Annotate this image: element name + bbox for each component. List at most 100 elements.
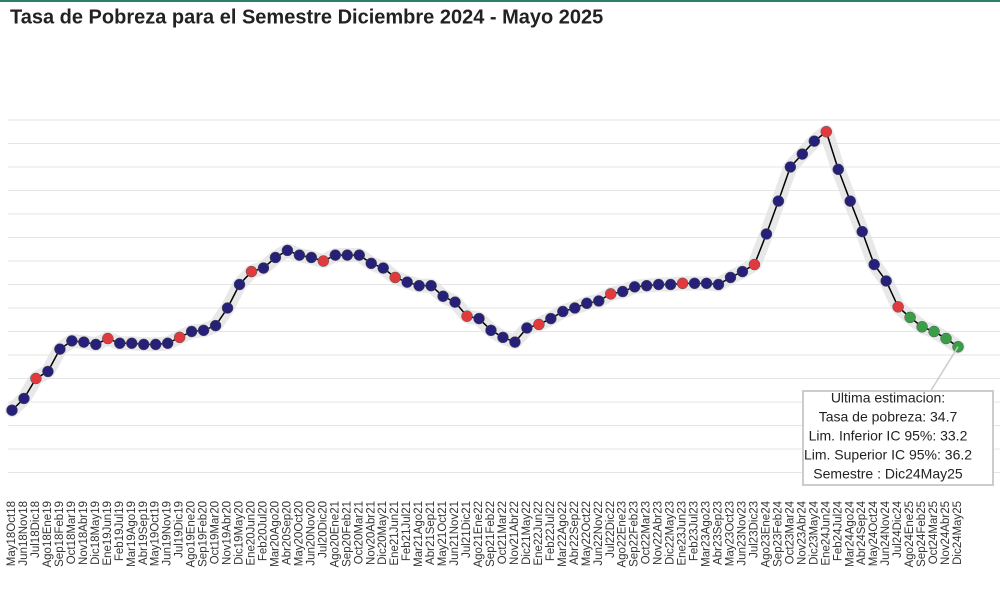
chart-title: Tasa de Pobreza para el Semestre Diciemb…: [10, 6, 603, 28]
marker: [940, 332, 952, 345]
marker: [425, 279, 437, 292]
marker: [700, 277, 713, 290]
x-tick-label: Ago21Ene22: [473, 501, 485, 568]
marker: [161, 337, 174, 349]
marker: [461, 310, 473, 322]
x-tick-label: Ene23Jun23: [677, 501, 689, 566]
x-tick-label: Dic21May22: [521, 501, 533, 565]
x-tick-label: Jul18Dic18: [30, 501, 42, 558]
marker: [209, 319, 222, 332]
marker: [832, 163, 845, 176]
x-tick-label: Dic24May25: [952, 501, 964, 565]
x-tick-label: May23Oct23: [725, 501, 737, 566]
x-tick-label: Mar23Ago23: [701, 501, 713, 567]
marker: [18, 392, 30, 405]
x-tick-label: Jul21Dic21: [461, 501, 473, 558]
marker: [90, 338, 102, 351]
x-tick-label: Sep22Feb23: [629, 501, 641, 567]
x-tick-label: Jun20Nov20: [305, 501, 317, 566]
x-tick-label: Dic23May24: [808, 500, 820, 565]
tooltip-text: Semestre : Dic24May25: [813, 466, 963, 482]
x-tick-label: Ago20Ene21: [329, 501, 341, 568]
marker: [137, 338, 150, 351]
marker: [748, 258, 761, 271]
x-tick-label: Ene24Jun24: [820, 500, 832, 565]
x-tick-label: Dic22May23: [665, 501, 677, 565]
marker: [437, 290, 449, 302]
x-tick-label: Feb19Jul19: [114, 501, 126, 561]
x-tick-label: Nov19Abr20: [222, 501, 234, 565]
x-tick-label: Ago22Ene23: [617, 501, 629, 568]
marker: [736, 265, 749, 278]
marker: [796, 148, 809, 160]
x-tick-label: Mar19Ago19: [126, 501, 138, 567]
marker: [509, 336, 521, 348]
x-tick-label: Jul22Dic22: [605, 501, 617, 558]
marker: [30, 372, 42, 385]
x-tick-label: Jun22Nov22: [593, 501, 605, 566]
x-tick-label: Ene20Jun20: [246, 501, 258, 566]
x-tick-label: Dic19May20: [234, 501, 246, 565]
x-tick-label: Feb20Jul20: [257, 501, 269, 561]
x-tick-label: Feb23Jul23: [689, 501, 701, 561]
marker: [401, 276, 413, 288]
marker: [772, 195, 785, 207]
x-tick-label: Oct23Mar24: [784, 500, 796, 564]
marker: [473, 312, 485, 325]
marker: [676, 277, 689, 290]
marker: [880, 275, 892, 287]
marker: [341, 249, 354, 261]
marker: [6, 404, 18, 416]
marker: [581, 297, 593, 310]
x-tick-label: Sep20Feb21: [341, 501, 353, 567]
x-tick-label: Ago23Ene24: [760, 500, 772, 567]
marker: [688, 277, 701, 290]
x-tick-label: Jul23Dic23: [748, 501, 760, 558]
marker: [593, 295, 605, 307]
x-tick-label: Feb22Jul22: [545, 501, 557, 561]
tooltip-text: Ultima estimacion:: [831, 390, 945, 406]
marker: [413, 279, 425, 292]
x-tick-label: Nov21Abr22: [509, 501, 521, 565]
x-tick-label: May19Oct19: [150, 501, 162, 566]
confidence-band: [5, 124, 965, 418]
marker: [449, 296, 461, 308]
marker: [221, 302, 234, 314]
x-tick-label: Abr20Sep20: [281, 501, 293, 565]
marker: [197, 324, 210, 337]
tooltip-text: Lim. Inferior IC 95%: 33.2: [809, 428, 968, 444]
marker: [616, 285, 629, 298]
marker: [173, 331, 186, 344]
marker: [904, 311, 916, 324]
marker: [808, 135, 821, 147]
marker: [628, 281, 641, 293]
x-tick-label: Dic18May19: [90, 501, 102, 565]
marker: [78, 336, 90, 348]
marker: [856, 225, 868, 238]
marker: [521, 322, 533, 334]
marker: [353, 249, 366, 261]
x-tick-label: Jun24Nov24: [880, 500, 892, 565]
marker: [125, 337, 138, 349]
tooltip-connector: [929, 346, 959, 393]
x-tick-label: Abr22Sep22: [569, 501, 581, 565]
marker: [317, 255, 330, 267]
marker: [42, 365, 54, 378]
marker: [640, 279, 653, 292]
marker: [149, 338, 162, 351]
x-tick-label: Oct20Mar21: [353, 501, 365, 564]
marker: [604, 288, 617, 300]
marker: [497, 331, 509, 344]
x-tick-label: Jul20Dic20: [317, 501, 329, 558]
x-tick-label: Ago19Ene20: [186, 501, 198, 568]
x-tick-label: Feb21Jul21: [401, 501, 413, 561]
x-tick-label: Nov20Abr21: [365, 501, 377, 565]
x-tick-label: Abr23Sep23: [713, 501, 725, 565]
x-tick-label: Mar24Ago24: [844, 500, 856, 566]
marker: [257, 262, 270, 274]
x-tick-label: Sep18Feb19: [54, 501, 66, 567]
tooltip-box: [802, 390, 994, 486]
tooltip-text: Lim. Superior IC 95%: 36.2: [804, 447, 972, 463]
marker: [928, 325, 940, 338]
marker: [377, 262, 389, 274]
